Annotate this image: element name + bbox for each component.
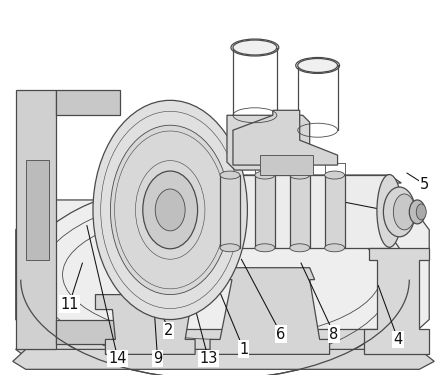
Polygon shape [325,175,345,248]
Ellipse shape [33,190,411,349]
Polygon shape [290,175,310,248]
Polygon shape [260,155,313,175]
Text: 13: 13 [199,351,218,366]
Polygon shape [26,160,49,260]
Polygon shape [227,115,310,170]
Polygon shape [175,175,401,183]
Polygon shape [175,175,389,248]
Ellipse shape [164,174,186,247]
Text: 5: 5 [420,177,429,192]
Polygon shape [13,349,434,369]
Ellipse shape [110,125,230,295]
Text: 6: 6 [276,327,286,342]
Text: 9: 9 [153,351,162,366]
Ellipse shape [393,194,415,230]
Polygon shape [365,248,429,355]
Polygon shape [56,90,120,115]
Ellipse shape [220,244,240,252]
Text: 3: 3 [382,203,392,218]
Polygon shape [255,175,275,248]
Ellipse shape [220,171,240,179]
Ellipse shape [298,59,338,73]
Ellipse shape [377,174,402,247]
Ellipse shape [409,200,425,224]
Ellipse shape [325,171,345,179]
Polygon shape [96,295,200,355]
Text: 2: 2 [164,323,173,338]
Text: 1: 1 [239,341,248,356]
Ellipse shape [383,187,415,237]
Ellipse shape [416,204,426,220]
Text: 8: 8 [330,327,338,342]
Text: 4: 4 [393,332,403,347]
Ellipse shape [290,171,310,179]
Polygon shape [16,200,429,340]
Ellipse shape [143,171,198,249]
Ellipse shape [233,40,277,55]
Polygon shape [220,175,240,248]
Ellipse shape [325,244,345,252]
Text: 11: 11 [60,297,78,312]
Ellipse shape [155,189,185,231]
Polygon shape [56,320,120,344]
Ellipse shape [290,244,310,252]
Polygon shape [16,90,56,349]
Ellipse shape [255,171,275,179]
Polygon shape [233,110,338,165]
Ellipse shape [93,100,247,320]
Text: 14: 14 [109,351,127,366]
Polygon shape [16,329,429,364]
Polygon shape [210,268,330,355]
Ellipse shape [255,244,275,252]
